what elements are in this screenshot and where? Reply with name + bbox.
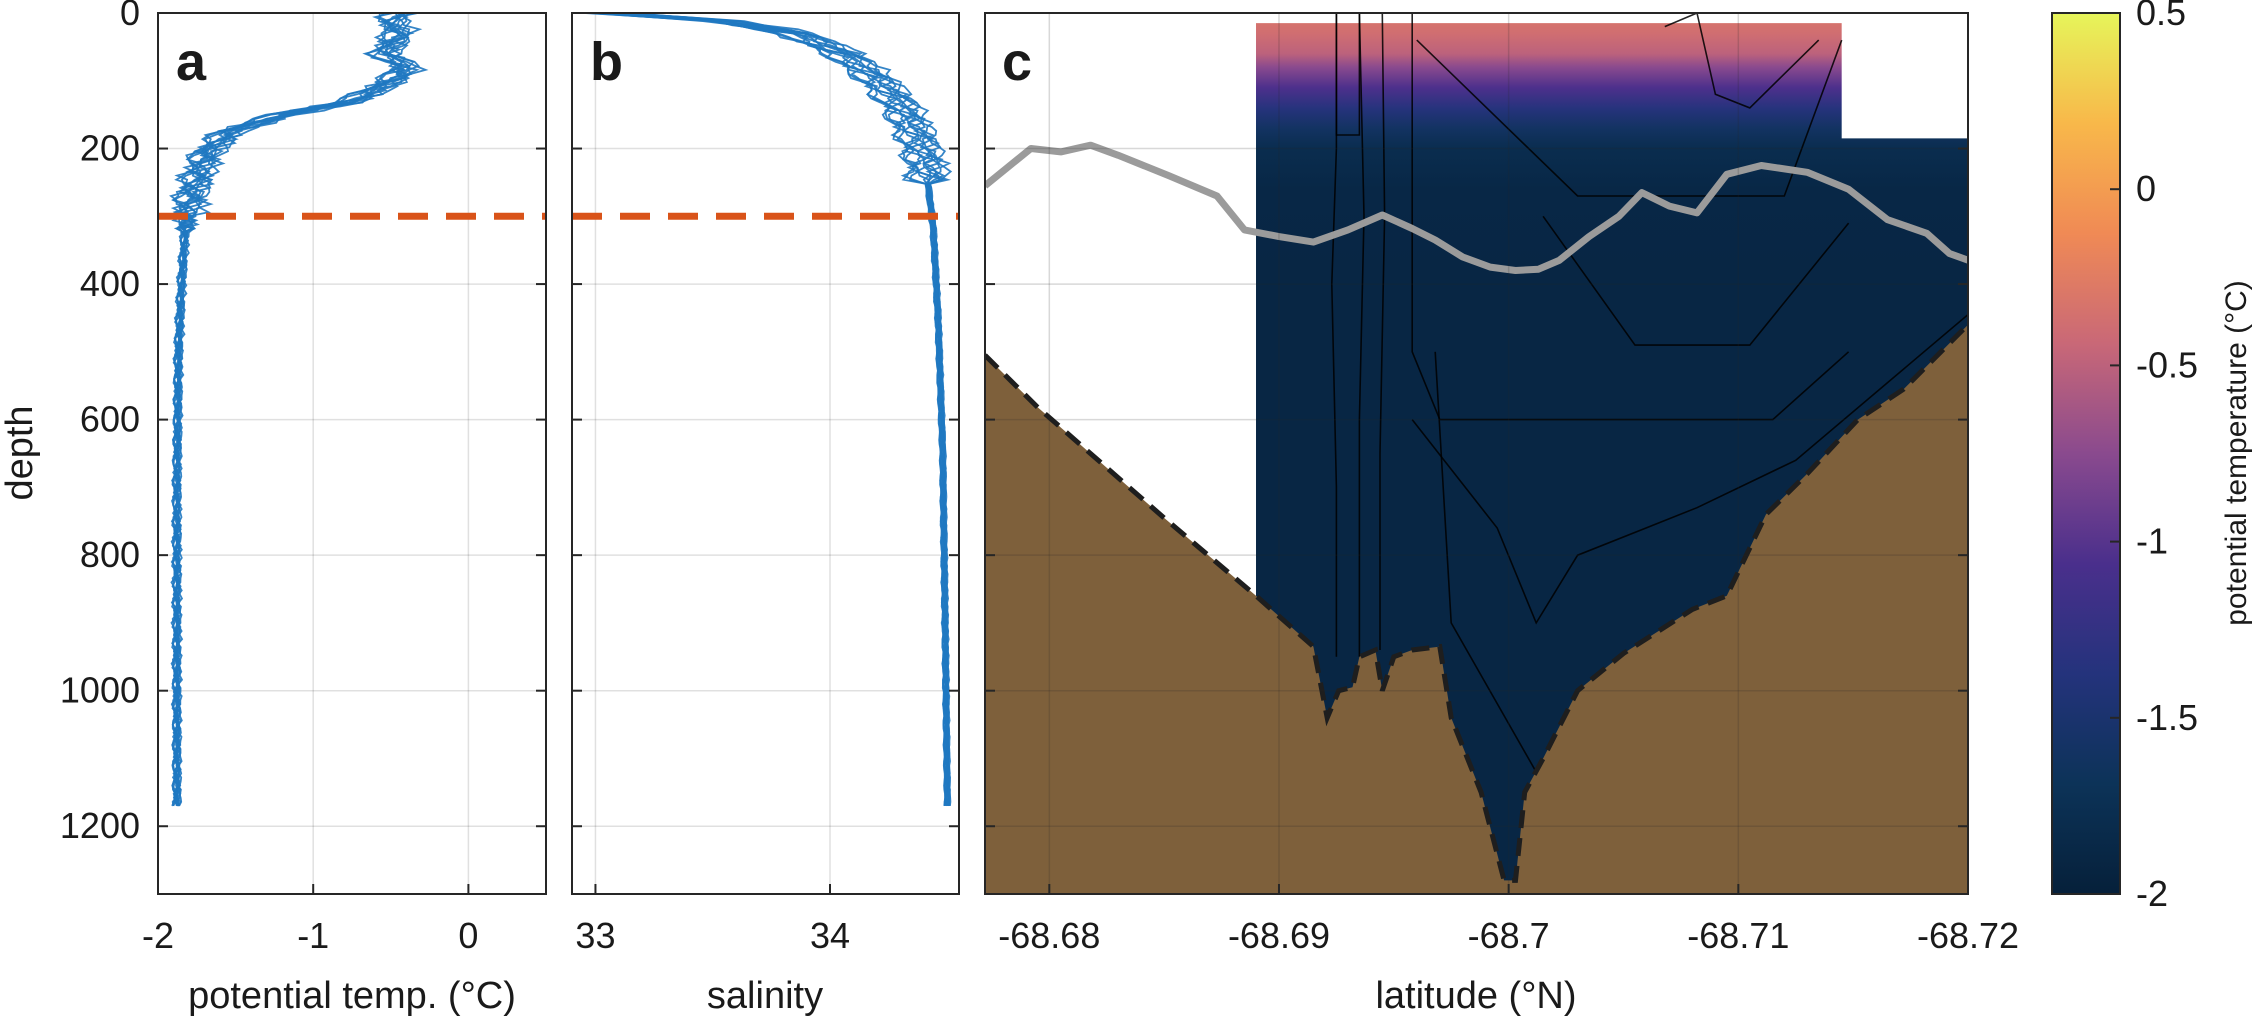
profile-line	[176, 13, 429, 807]
panel-c-temperature-section: -68.68 -68.69 -68.7 -68.71 -68.72 c latitude…	[984, 12, 2019, 1017]
section-bathymetry	[985, 324, 1968, 894]
float-track	[1416, 39, 1843, 197]
profile-line	[625, 13, 951, 807]
panel-a-xlabel: potential temp. (°C)	[188, 975, 516, 1017]
y-tick-label: 1200	[60, 805, 140, 846]
panel-b-y-ticks	[572, 12, 959, 828]
section-bathymetry-edge	[985, 322, 1968, 883]
float-track	[1664, 13, 1820, 109]
profile-line	[168, 13, 405, 807]
colorbar-tick-label: -1	[2136, 521, 2168, 562]
x-tick-label: -68.71	[1687, 915, 1789, 956]
colorbar-tick-label: -1.5	[2136, 697, 2198, 738]
profile-line	[631, 13, 953, 807]
float-track	[1542, 215, 1850, 346]
profile-line	[174, 13, 420, 807]
panel-b-profiles	[583, 13, 953, 807]
panel-b-axes-box	[571, 12, 960, 895]
panel-b-label: b	[590, 32, 623, 92]
float-track	[1411, 313, 1968, 625]
y-tick-label: 1000	[60, 670, 140, 711]
colorbar-tick-label: -2	[2136, 873, 2168, 914]
y-tick-label: 200	[80, 128, 140, 169]
panel-b-salinity-profile: 33 34 b salinity	[571, 12, 960, 1017]
colorbar-fill	[2051, 12, 2121, 895]
colorbar-tick-label: 0.5	[2136, 0, 2186, 33]
panel-c-y-ticks	[985, 12, 1968, 828]
profile-line	[174, 13, 415, 806]
profile-line	[170, 13, 404, 807]
x-tick-label: 33	[575, 915, 615, 956]
panel-a-temperature-profile: -2 -1 0 0 200 400 600 800 1000 1200 a potential …	[0, 0, 547, 1017]
x-tick-label: -68.7	[1468, 915, 1550, 956]
y-tick-label: 800	[80, 534, 140, 575]
y-axis-label: depth	[0, 405, 41, 500]
colorbar-tick-label: -0.5	[2136, 344, 2198, 385]
x-tick-label: -68.68	[998, 915, 1100, 956]
profile-line	[619, 13, 952, 807]
profile-line	[583, 13, 946, 807]
profile-line	[588, 13, 947, 806]
panel-c-xlabel: latitude (°N)	[1375, 975, 1576, 1017]
colorbar-label: potential temperature (°C)	[2220, 280, 2253, 625]
y-tick-label: 400	[80, 263, 140, 304]
panel-c-x-ticks: -68.68 -68.69 -68.7 -68.71 -68.72	[998, 884, 2019, 956]
profile-line	[174, 13, 411, 807]
section-isotherm-line	[985, 141, 1968, 274]
panel-c-axes-box	[984, 12, 1969, 895]
profile-line	[170, 13, 404, 807]
x-tick-label: 34	[810, 915, 850, 956]
panel-a-y-ticks: 0 200 400 600 800 1000 1200	[60, 0, 546, 846]
panel-a-axes-box	[157, 12, 547, 895]
x-tick-label: -68.72	[1917, 915, 2019, 956]
colorbar: 0.5 0 -0.5 -1 -1.5 -2 potential temperature (…	[2051, 0, 2253, 914]
profile-line	[175, 13, 421, 807]
colorbar-ticks: 0.5 0 -0.5 -1 -1.5 -2	[2110, 0, 2198, 914]
profile-line	[601, 13, 948, 807]
y-tick-label: 600	[80, 399, 140, 440]
profile-line	[174, 13, 415, 806]
profile-line	[173, 13, 406, 806]
profile-line	[172, 13, 406, 807]
profile-line	[171, 13, 407, 807]
panel-b-x-ticks: 33 34	[575, 884, 850, 956]
y-tick-label: 0	[120, 0, 140, 33]
profile-line	[597, 13, 947, 807]
panel-c-label: c	[1002, 32, 1032, 92]
panel-a-label: a	[176, 32, 207, 92]
float-track	[1335, 13, 1361, 136]
x-tick-label: -1	[297, 915, 329, 956]
panel-c-section	[985, 13, 1968, 894]
panel-b-xlabel: salinity	[707, 975, 823, 1017]
panel-a-profiles	[168, 13, 429, 807]
x-tick-label: 0	[458, 915, 478, 956]
panel-a-x-ticks: -2 -1 0	[142, 884, 478, 956]
colorbar-tick-label: 0	[2136, 168, 2156, 209]
float-track	[1379, 13, 1386, 650]
x-tick-label: -2	[142, 915, 174, 956]
panel-b-grid	[572, 12, 959, 894]
profile-line	[611, 13, 950, 807]
float-track	[1358, 13, 1365, 657]
x-tick-label: -68.69	[1228, 915, 1330, 956]
